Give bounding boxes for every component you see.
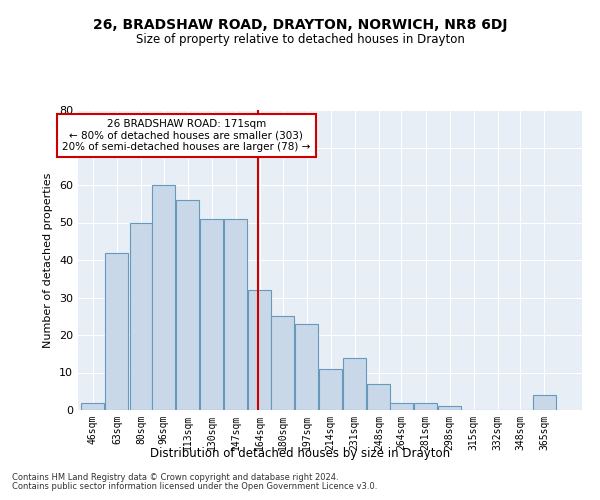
Bar [533,395,556,410]
Bar [271,316,294,410]
Text: 26, BRADSHAW ROAD, DRAYTON, NORWICH, NR8 6DJ: 26, BRADSHAW ROAD, DRAYTON, NORWICH, NR8… [93,18,507,32]
Bar [343,358,366,410]
Text: Size of property relative to detached houses in Drayton: Size of property relative to detached ho… [136,32,464,46]
Bar [414,402,437,410]
Text: Contains public sector information licensed under the Open Government Licence v3: Contains public sector information licen… [12,482,377,491]
Bar [367,384,391,410]
Y-axis label: Number of detached properties: Number of detached properties [43,172,53,348]
Text: Distribution of detached houses by size in Drayton: Distribution of detached houses by size … [150,448,450,460]
Bar [200,219,223,410]
Bar [130,222,152,410]
Text: 26 BRADSHAW ROAD: 171sqm
← 80% of detached houses are smaller (303)
20% of semi-: 26 BRADSHAW ROAD: 171sqm ← 80% of detach… [62,119,311,152]
Text: Contains HM Land Registry data © Crown copyright and database right 2024.: Contains HM Land Registry data © Crown c… [12,473,338,482]
Bar [152,185,175,410]
Bar [390,402,413,410]
Bar [295,324,318,410]
Bar [224,219,247,410]
Bar [319,369,342,410]
Bar [82,402,104,410]
Bar [176,200,199,410]
Bar [248,290,271,410]
Bar [438,406,461,410]
Bar [106,252,128,410]
